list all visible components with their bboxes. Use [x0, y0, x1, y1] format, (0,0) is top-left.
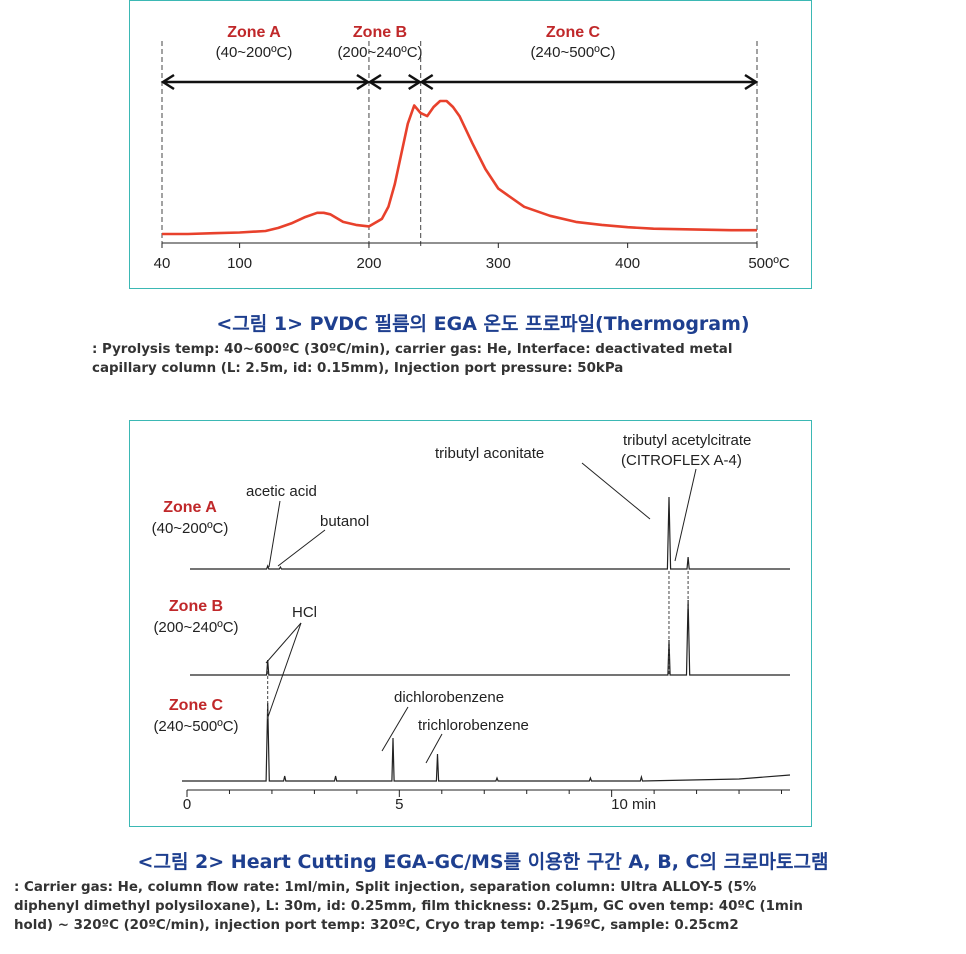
caption-line: hold) ~ 320ºC (20ºC/min), injection port… [14, 918, 739, 933]
label-citroflex: (CITROFLEX A-4) [621, 452, 742, 469]
label-tributyl-acetylcitrate: tributyl acetylcitrate [623, 432, 751, 449]
chromatogram-panel: Zone A (40~200ºC) Zone B (200~240ºC) Zon… [129, 420, 812, 827]
caption-line: : Pyrolysis temp: 40~600ºC (30ºC/min), c… [92, 342, 733, 357]
zone-b-label: Zone B [353, 24, 407, 41]
chromatogram-trace [190, 599, 790, 676]
pointer-hcl-c [267, 622, 302, 718]
pointer-tributyl-acetylcitrate [674, 468, 697, 562]
label-tributyl-aconitate: tributyl aconitate [435, 445, 544, 462]
zone-c-label: Zone C [546, 24, 601, 41]
x-tick-label: 0 [183, 796, 191, 813]
figure2-caption-title: <그림 2> Heart Cutting EGA-GC/MS를 이용한 구간 A… [137, 851, 829, 873]
zone-a-range: (40~200ºC) [216, 44, 293, 61]
x-tick-label: 500ºC [748, 255, 790, 272]
x-tick-label: 100 [227, 255, 252, 272]
label-butanol: butanol [320, 513, 369, 530]
figure1-caption-title: <그림 1> PVDC 필름의 EGA 온도 프로파일(Thermogram) [216, 313, 750, 335]
x-tick-label: 300 [486, 255, 511, 272]
thermogram-chart: Zone A (40~200ºC) Zone B (200~240ºC) Zon… [154, 24, 790, 272]
trace-c-zone-label: Zone C [169, 697, 224, 714]
trace-b-zone-label: Zone B [169, 598, 223, 615]
zone-a-label: Zone A [227, 24, 281, 41]
trace-c-range: (240~500ºC) [153, 718, 238, 735]
pointer-trichlorobenzene [425, 733, 443, 764]
label-dichlorobenzene: dichlorobenzene [394, 689, 504, 706]
x-tick-label: 40 [154, 255, 171, 272]
thermogram-panel: Zone A (40~200ºC) Zone B (200~240ºC) Zon… [129, 0, 812, 289]
chromatogram-trace [190, 496, 790, 570]
figure1-caption-body: : Pyrolysis temp: 40~600ºC (30ºC/min), c… [92, 340, 952, 378]
x-tick-label: 400 [615, 255, 640, 272]
pointer-tributyl-aconitate [581, 462, 651, 520]
caption-line: : Carrier gas: He, column flow rate: 1ml… [14, 880, 757, 895]
thermogram-curve [162, 99, 757, 236]
x-tick-label: 5 [395, 796, 403, 813]
caption-line: diphenyl dimethyl polysiloxane), L: 30m,… [14, 899, 803, 914]
pointer-dichlorobenzene [381, 706, 409, 752]
zone-arrow-head-right [744, 73, 759, 91]
caption-line: capillary column (L: 2.5m, id: 0.15mm), … [92, 361, 624, 376]
zone-arrow-head-left [419, 73, 434, 91]
x-tick-label: 10 min [611, 796, 656, 813]
zone-b-range: (200~240ºC) [337, 44, 422, 61]
zone-c-range: (240~500ºC) [530, 44, 615, 61]
chromatogram-trace [182, 702, 791, 782]
chromatogram-chart: Zone A (40~200ºC) Zone B (200~240ºC) Zon… [152, 432, 791, 813]
figure2-caption-body: : Carrier gas: He, column flow rate: 1ml… [14, 878, 959, 935]
pointer-hcl-b [265, 622, 302, 664]
pointer-butanol [277, 529, 326, 567]
label-trichlorobenzene: trichlorobenzene [418, 717, 529, 734]
zone-arrow-head-left [160, 73, 175, 91]
zone-arrow-head-left [367, 73, 382, 91]
x-tick-label: 200 [356, 255, 381, 272]
trace-a-range: (40~200ºC) [152, 520, 229, 537]
pointer-acetic-acid [268, 500, 281, 568]
label-hcl: HCl [292, 604, 317, 621]
trace-b-range: (200~240ºC) [153, 619, 238, 636]
label-acetic-acid: acetic acid [246, 483, 317, 500]
trace-a-zone-label: Zone A [163, 499, 217, 516]
